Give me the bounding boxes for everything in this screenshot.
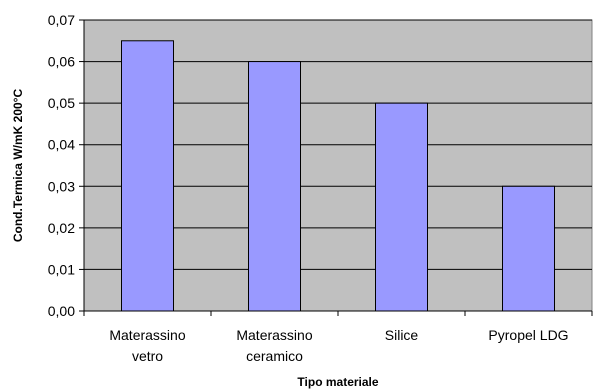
bar <box>248 61 301 312</box>
x-tick-label: ceramico <box>246 348 303 364</box>
y-tick-label: 0,02 <box>48 220 75 236</box>
y-tick-label: 0,07 <box>48 12 75 28</box>
x-tick-label: Pyropel LDG <box>488 327 568 343</box>
bars <box>121 40 555 312</box>
x-tick-label: Materassino <box>236 327 312 343</box>
bar <box>502 185 555 312</box>
x-tick-label: Materassino <box>109 327 185 343</box>
y-tick-label: 0,06 <box>48 54 75 70</box>
x-tick-label: vetro <box>132 348 163 364</box>
y-tick-label: 0,01 <box>48 261 75 277</box>
x-axis-title: Tipo materiale <box>297 375 378 389</box>
y-axis-title: Cond.Termica W/mK 200°C <box>11 89 25 243</box>
y-tick-label: 0,03 <box>48 178 75 194</box>
bar <box>375 102 428 312</box>
y-tick-label: 0,05 <box>48 95 75 111</box>
y-axis-ticks: 0,00 0,01 0,02 0,03 0,04 0,05 0,06 0,07 <box>48 12 84 319</box>
y-tick-label: 0,04 <box>48 137 75 153</box>
x-tick-label: Silice <box>385 327 419 343</box>
bar <box>121 40 174 312</box>
y-tick-label: 0,00 <box>48 303 75 319</box>
x-axis-ticks: Materassino vetro Materassino ceramico Silic… <box>83 311 593 364</box>
